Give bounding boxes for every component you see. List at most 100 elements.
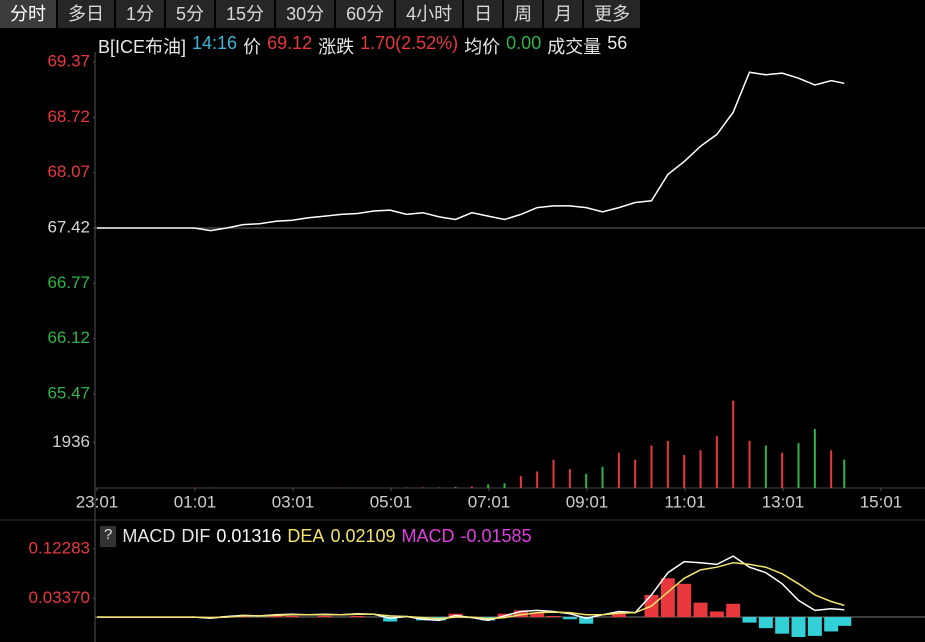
volume-bar (454, 487, 457, 488)
tab[interactable]: 60分 (336, 0, 395, 28)
y-tick-label: 67.42 (47, 217, 90, 236)
volume-bar (666, 440, 669, 488)
volume-bar (421, 487, 424, 488)
macd-legend: ? MACD DIF 0.01316 DEA 0.02109 MACD -0.01585 (100, 526, 532, 547)
volume-bar (617, 452, 620, 488)
macd-bar (807, 617, 822, 636)
macd-bar (677, 583, 692, 618)
macd-bar (611, 613, 626, 618)
volume-label: 成交量 (547, 37, 602, 57)
macd-bar (383, 617, 398, 622)
x-tick-label: 07:01 (468, 492, 511, 511)
tab[interactable]: 15分 (216, 0, 275, 28)
y-tick-label: 68.72 (47, 107, 90, 126)
volume-bar (843, 459, 846, 488)
time: 14:16 (192, 33, 238, 53)
y-tick-label: 66.12 (47, 328, 90, 347)
tab[interactable]: 1分 (116, 0, 165, 28)
volume-bar (797, 443, 800, 488)
volume-bar (748, 440, 751, 488)
y-tick-label: 66.77 (47, 273, 90, 292)
macd-bar (709, 611, 724, 618)
macd-bar (350, 615, 365, 618)
x-tick-label: 15:01 (860, 492, 903, 511)
legend-value: 0.02109 (330, 526, 396, 546)
macd-bar (824, 617, 839, 632)
volume-bar (487, 484, 490, 488)
tab[interactable]: 多日 (58, 0, 114, 28)
x-tick-label: 09:01 (566, 492, 609, 511)
tab-bar: 分时 多日 1分 5分 15分 30分 60分 4小时日周月更多 (0, 0, 641, 28)
price-label: 价 (243, 37, 262, 57)
tab[interactable]: 周 (504, 0, 543, 28)
macd-bar (726, 603, 741, 618)
tab[interactable]: 更多 (584, 0, 641, 28)
volume-bar (585, 473, 588, 488)
macd-bar (775, 617, 790, 634)
volume-bar (519, 476, 522, 488)
volume-bar (781, 452, 784, 488)
volume-bar (568, 469, 571, 488)
price: 69.12 (267, 33, 313, 53)
x-tick-label: 11:01 (664, 492, 705, 511)
volume: 56 (607, 33, 628, 53)
y-tick-label: 69.37 (47, 51, 90, 70)
change: 1.70(2.52%) (360, 33, 459, 53)
price-line (97, 71, 845, 232)
volume-bar (732, 400, 735, 488)
volume-bar (650, 445, 653, 488)
volume-bar (552, 459, 555, 488)
tab[interactable]: 月 (544, 0, 583, 28)
macd-bar (791, 617, 806, 638)
help-icon[interactable]: ? (100, 526, 117, 547)
volume-bar (470, 486, 473, 488)
legend-value: -0.01585 (460, 526, 532, 546)
volume-bar (503, 483, 506, 488)
macd-bar (546, 615, 561, 618)
tab[interactable]: 日 (464, 0, 503, 28)
volume-bar (715, 436, 718, 488)
quote-header: B[ICE布油] 14:16 价 69.12 涨跌 1.70(2.52%) 均价… (98, 33, 627, 59)
tab[interactable]: 30分 (276, 0, 335, 28)
legend-name: DIF (181, 526, 211, 546)
x-tick-label: 05:01 (370, 492, 413, 511)
tab[interactable]: 4小时 (396, 0, 463, 28)
macd-bar (317, 615, 332, 618)
volume-bar (764, 445, 767, 488)
y-tick-label: 65.47 (47, 383, 90, 402)
x-tick-label: 03:01 (272, 492, 315, 511)
legend-name: DEA (287, 526, 325, 546)
x-tick-label: 23:01 (76, 492, 119, 511)
y-tick-label: 0.03370 (29, 588, 90, 607)
volume-bar (699, 450, 702, 488)
y-tick-label: 68.07 (47, 162, 90, 181)
macd-bar (742, 617, 757, 623)
macd-title: MACD (122, 526, 176, 546)
tab[interactable]: 5分 (166, 0, 215, 28)
macd-bar (268, 615, 283, 618)
macd-bar (758, 617, 773, 629)
dea-line (97, 561, 845, 620)
avg-label: 均价 (464, 37, 501, 57)
change-label: 涨跌 (318, 37, 355, 57)
tab[interactable]: 分时 (0, 0, 56, 28)
macd-bar (693, 602, 708, 618)
volume-bar (536, 471, 539, 488)
macd-bar (660, 578, 675, 618)
macd-bar (530, 612, 545, 618)
x-tick-label: 01:01 (174, 492, 217, 511)
macd-bar (513, 610, 528, 618)
volume-bar (813, 429, 816, 488)
y-tick-label: 1936 (52, 432, 90, 451)
volume-bar (601, 466, 604, 488)
legend-name: MACD (401, 526, 455, 546)
volume-bar (634, 459, 637, 488)
macd-bar (285, 615, 300, 618)
legend-value: 0.01316 (216, 526, 282, 546)
symbol: B[ICE布油] (98, 37, 187, 57)
macd-bar (579, 617, 594, 624)
y-tick-label: 0.12283 (29, 538, 90, 557)
avg: 0.00 (506, 33, 542, 53)
macd-bar (562, 617, 577, 620)
